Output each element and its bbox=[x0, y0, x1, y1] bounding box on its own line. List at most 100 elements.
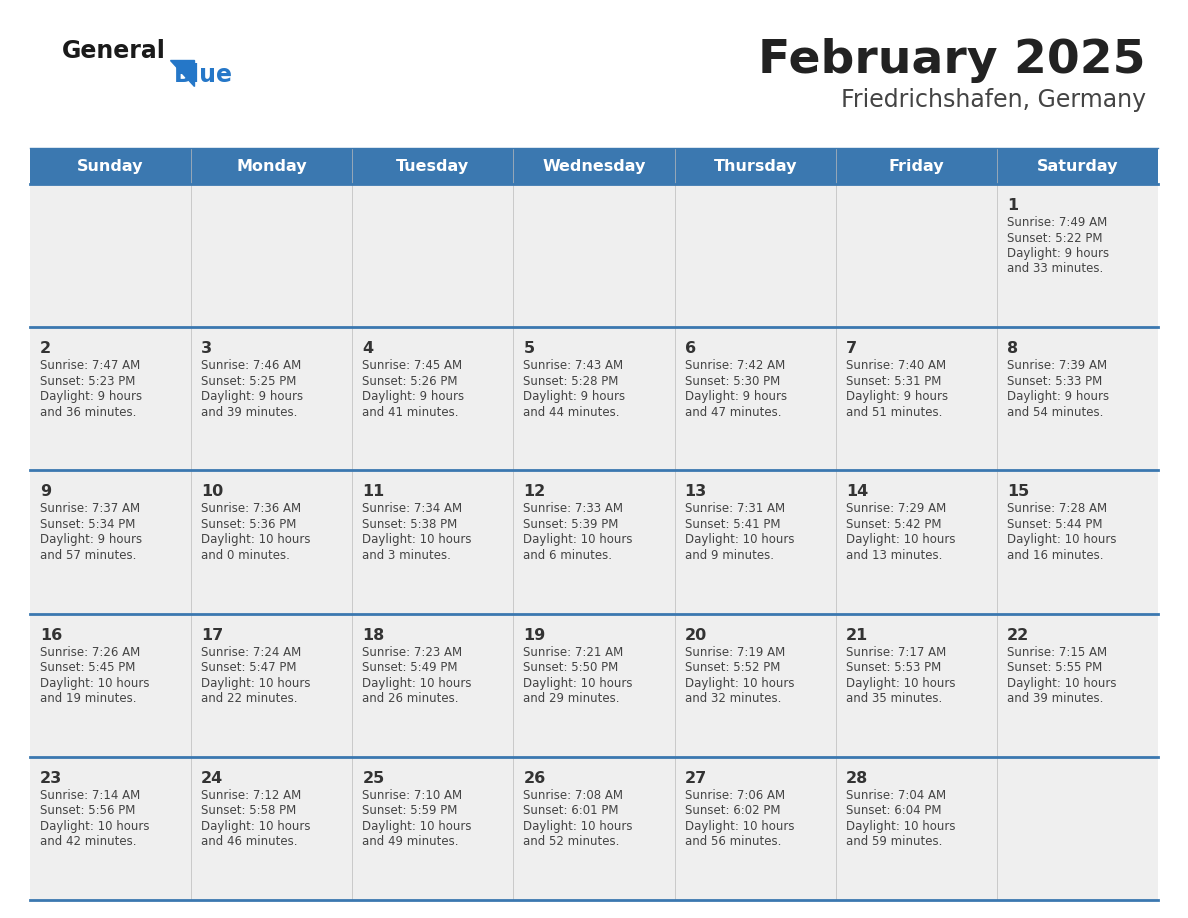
Bar bbox=[30, 327, 1158, 470]
Text: Sunset: 5:47 PM: Sunset: 5:47 PM bbox=[201, 661, 297, 674]
Text: and 16 minutes.: and 16 minutes. bbox=[1007, 549, 1104, 562]
Text: 28: 28 bbox=[846, 771, 868, 786]
Text: and 59 minutes.: and 59 minutes. bbox=[846, 835, 942, 848]
Text: and 42 minutes.: and 42 minutes. bbox=[40, 835, 137, 848]
Text: Sunset: 5:22 PM: Sunset: 5:22 PM bbox=[1007, 231, 1102, 244]
Text: Sunset: 5:44 PM: Sunset: 5:44 PM bbox=[1007, 518, 1102, 531]
Text: 25: 25 bbox=[362, 771, 385, 786]
Text: Sunset: 5:23 PM: Sunset: 5:23 PM bbox=[40, 375, 135, 387]
Bar bbox=[30, 148, 1158, 184]
Text: Daylight: 10 hours: Daylight: 10 hours bbox=[846, 820, 955, 833]
Text: Sunrise: 7:12 AM: Sunrise: 7:12 AM bbox=[201, 789, 302, 801]
Text: Sunset: 5:58 PM: Sunset: 5:58 PM bbox=[201, 804, 296, 817]
Text: 6: 6 bbox=[684, 341, 696, 356]
Text: Sunset: 5:56 PM: Sunset: 5:56 PM bbox=[40, 804, 135, 817]
Text: Sunrise: 7:06 AM: Sunrise: 7:06 AM bbox=[684, 789, 785, 801]
Text: and 56 minutes.: and 56 minutes. bbox=[684, 835, 781, 848]
Text: Sunrise: 7:33 AM: Sunrise: 7:33 AM bbox=[524, 502, 624, 515]
Text: Sunset: 5:36 PM: Sunset: 5:36 PM bbox=[201, 518, 297, 531]
Text: Sunset: 5:38 PM: Sunset: 5:38 PM bbox=[362, 518, 457, 531]
Text: Sunset: 6:01 PM: Sunset: 6:01 PM bbox=[524, 804, 619, 817]
Text: and 36 minutes.: and 36 minutes. bbox=[40, 406, 137, 419]
Text: Sunset: 5:59 PM: Sunset: 5:59 PM bbox=[362, 804, 457, 817]
Text: Daylight: 10 hours: Daylight: 10 hours bbox=[201, 820, 310, 833]
Polygon shape bbox=[170, 60, 194, 86]
Text: and 32 minutes.: and 32 minutes. bbox=[684, 692, 781, 705]
Text: Sunset: 5:50 PM: Sunset: 5:50 PM bbox=[524, 661, 619, 674]
Text: Sunrise: 7:26 AM: Sunrise: 7:26 AM bbox=[40, 645, 140, 658]
Text: Sunrise: 7:19 AM: Sunrise: 7:19 AM bbox=[684, 645, 785, 658]
Text: and 6 minutes.: and 6 minutes. bbox=[524, 549, 613, 562]
Text: Monday: Monday bbox=[236, 159, 307, 174]
Text: and 47 minutes.: and 47 minutes. bbox=[684, 406, 781, 419]
Text: Sunrise: 7:08 AM: Sunrise: 7:08 AM bbox=[524, 789, 624, 801]
Text: Sunset: 5:28 PM: Sunset: 5:28 PM bbox=[524, 375, 619, 387]
Text: Sunrise: 7:46 AM: Sunrise: 7:46 AM bbox=[201, 359, 302, 372]
Text: Daylight: 10 hours: Daylight: 10 hours bbox=[524, 533, 633, 546]
Text: and 54 minutes.: and 54 minutes. bbox=[1007, 406, 1104, 419]
Text: and 46 minutes.: and 46 minutes. bbox=[201, 835, 298, 848]
Text: Sunrise: 7:23 AM: Sunrise: 7:23 AM bbox=[362, 645, 462, 658]
Text: 9: 9 bbox=[40, 485, 51, 499]
Text: Sunrise: 7:40 AM: Sunrise: 7:40 AM bbox=[846, 359, 946, 372]
Text: and 0 minutes.: and 0 minutes. bbox=[201, 549, 290, 562]
Text: Daylight: 9 hours: Daylight: 9 hours bbox=[524, 390, 626, 403]
Text: and 29 minutes.: and 29 minutes. bbox=[524, 692, 620, 705]
Text: Tuesday: Tuesday bbox=[397, 159, 469, 174]
Text: Sunset: 6:02 PM: Sunset: 6:02 PM bbox=[684, 804, 781, 817]
Text: General: General bbox=[62, 39, 166, 63]
Text: Daylight: 10 hours: Daylight: 10 hours bbox=[1007, 677, 1117, 689]
Text: Daylight: 9 hours: Daylight: 9 hours bbox=[846, 390, 948, 403]
Text: Sunrise: 7:10 AM: Sunrise: 7:10 AM bbox=[362, 789, 462, 801]
Text: and 22 minutes.: and 22 minutes. bbox=[201, 692, 298, 705]
Text: 11: 11 bbox=[362, 485, 385, 499]
Text: and 57 minutes.: and 57 minutes. bbox=[40, 549, 137, 562]
Text: 19: 19 bbox=[524, 628, 545, 643]
Text: Daylight: 10 hours: Daylight: 10 hours bbox=[362, 677, 472, 689]
Text: Sunrise: 7:14 AM: Sunrise: 7:14 AM bbox=[40, 789, 140, 801]
Text: and 35 minutes.: and 35 minutes. bbox=[846, 692, 942, 705]
Text: and 49 minutes.: and 49 minutes. bbox=[362, 835, 459, 848]
Text: Friday: Friday bbox=[889, 159, 944, 174]
Text: Sunday: Sunday bbox=[77, 159, 144, 174]
Text: Sunset: 5:34 PM: Sunset: 5:34 PM bbox=[40, 518, 135, 531]
Text: Sunrise: 7:37 AM: Sunrise: 7:37 AM bbox=[40, 502, 140, 515]
Text: 22: 22 bbox=[1007, 628, 1029, 643]
Text: Sunset: 5:49 PM: Sunset: 5:49 PM bbox=[362, 661, 457, 674]
Text: and 39 minutes.: and 39 minutes. bbox=[201, 406, 297, 419]
Text: 2: 2 bbox=[40, 341, 51, 356]
Text: Sunrise: 7:39 AM: Sunrise: 7:39 AM bbox=[1007, 359, 1107, 372]
Text: and 9 minutes.: and 9 minutes. bbox=[684, 549, 773, 562]
Text: Daylight: 9 hours: Daylight: 9 hours bbox=[201, 390, 303, 403]
Text: 26: 26 bbox=[524, 771, 545, 786]
Text: Sunset: 5:26 PM: Sunset: 5:26 PM bbox=[362, 375, 457, 387]
Text: Friedrichshafen, Germany: Friedrichshafen, Germany bbox=[841, 88, 1146, 112]
Text: Sunset: 5:39 PM: Sunset: 5:39 PM bbox=[524, 518, 619, 531]
Text: Daylight: 10 hours: Daylight: 10 hours bbox=[684, 820, 794, 833]
Text: 21: 21 bbox=[846, 628, 868, 643]
Text: Sunset: 6:04 PM: Sunset: 6:04 PM bbox=[846, 804, 941, 817]
Text: Sunrise: 7:42 AM: Sunrise: 7:42 AM bbox=[684, 359, 785, 372]
Text: Sunset: 5:53 PM: Sunset: 5:53 PM bbox=[846, 661, 941, 674]
Text: and 3 minutes.: and 3 minutes. bbox=[362, 549, 451, 562]
Text: Sunrise: 7:31 AM: Sunrise: 7:31 AM bbox=[684, 502, 785, 515]
Text: Daylight: 10 hours: Daylight: 10 hours bbox=[362, 820, 472, 833]
Text: 16: 16 bbox=[40, 628, 62, 643]
Text: Daylight: 9 hours: Daylight: 9 hours bbox=[40, 390, 143, 403]
Text: Daylight: 10 hours: Daylight: 10 hours bbox=[524, 820, 633, 833]
Text: Sunrise: 7:28 AM: Sunrise: 7:28 AM bbox=[1007, 502, 1107, 515]
Text: Thursday: Thursday bbox=[713, 159, 797, 174]
Text: and 33 minutes.: and 33 minutes. bbox=[1007, 263, 1104, 275]
Text: 7: 7 bbox=[846, 341, 857, 356]
Text: Blue: Blue bbox=[173, 63, 233, 87]
Text: Wednesday: Wednesday bbox=[542, 159, 646, 174]
Text: Sunrise: 7:21 AM: Sunrise: 7:21 AM bbox=[524, 645, 624, 658]
Text: Sunrise: 7:43 AM: Sunrise: 7:43 AM bbox=[524, 359, 624, 372]
Text: Daylight: 10 hours: Daylight: 10 hours bbox=[524, 677, 633, 689]
Text: Daylight: 10 hours: Daylight: 10 hours bbox=[40, 820, 150, 833]
Text: Daylight: 10 hours: Daylight: 10 hours bbox=[1007, 533, 1117, 546]
Text: Sunset: 5:55 PM: Sunset: 5:55 PM bbox=[1007, 661, 1102, 674]
Text: Sunrise: 7:49 AM: Sunrise: 7:49 AM bbox=[1007, 216, 1107, 229]
Text: Sunset: 5:45 PM: Sunset: 5:45 PM bbox=[40, 661, 135, 674]
Text: Daylight: 10 hours: Daylight: 10 hours bbox=[846, 677, 955, 689]
